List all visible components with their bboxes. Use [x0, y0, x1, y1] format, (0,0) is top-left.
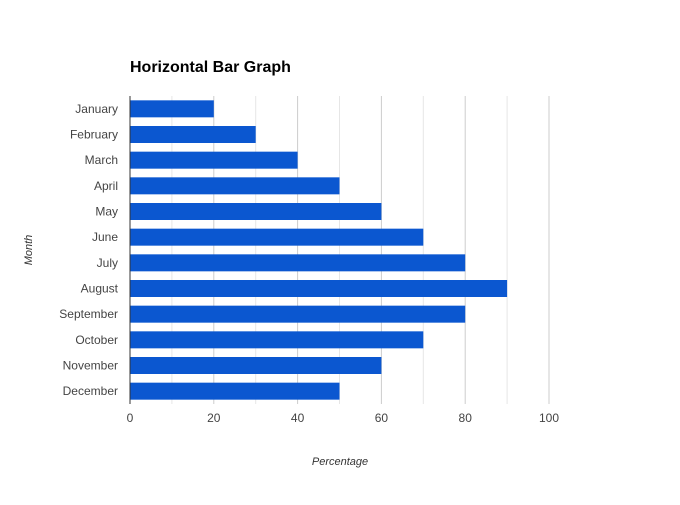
category-label-october: October	[75, 333, 118, 347]
x-tick-label: 80	[459, 411, 473, 425]
x-axis-title: Percentage	[312, 456, 368, 468]
bar-december	[130, 382, 340, 400]
category-label-november: November	[63, 359, 118, 373]
bar-may	[130, 203, 382, 220]
x-tick-label: 0	[127, 411, 134, 425]
category-label-march: March	[85, 153, 118, 167]
bar-june	[130, 228, 424, 246]
x-tick-label: 20	[207, 411, 221, 425]
x-tick-label: 60	[375, 411, 389, 425]
category-label-december: December	[63, 384, 118, 398]
bar-march	[130, 151, 298, 169]
bar-july	[130, 254, 466, 272]
gridlines	[171, 96, 550, 404]
bars	[130, 100, 508, 400]
bar-february	[130, 126, 256, 143]
chart-title: Horizontal Bar Graph	[130, 59, 291, 76]
category-label-september: September	[59, 307, 118, 321]
category-label-june: June	[92, 230, 118, 244]
category-label-february: February	[70, 128, 118, 142]
x-tick-label: 40	[291, 411, 305, 425]
category-labels: January February March April May June July Augu…	[59, 102, 118, 398]
category-label-july: July	[97, 256, 118, 270]
category-label-april: April	[94, 179, 118, 193]
x-tick-label: 100	[539, 411, 559, 425]
x-tick-labels: 0 20 40 60 80 100	[127, 411, 560, 425]
bar-august	[130, 280, 508, 297]
bar-january	[130, 100, 214, 118]
bar-october	[130, 331, 424, 349]
category-label-august: August	[81, 282, 119, 296]
bar-september	[130, 305, 466, 323]
bar-april	[130, 177, 340, 195]
y-axis-title: Month	[23, 235, 35, 266]
category-label-january: January	[75, 102, 118, 116]
category-label-may: May	[95, 205, 118, 219]
bar-november	[130, 357, 382, 374]
